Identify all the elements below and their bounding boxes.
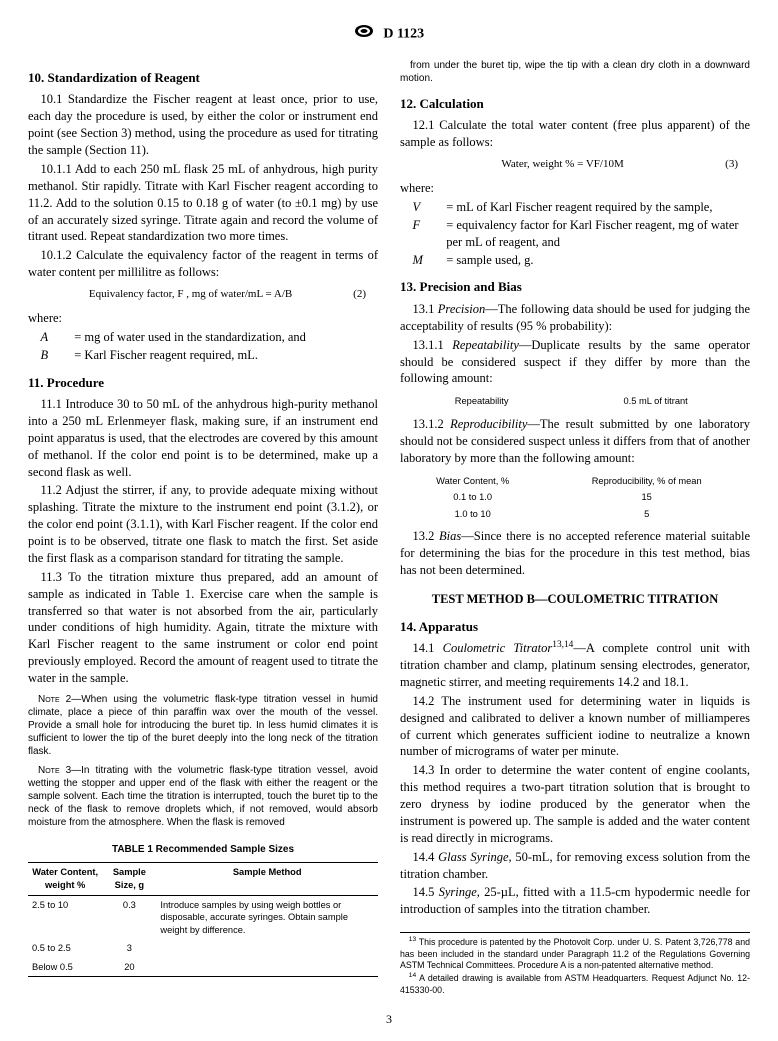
t1-r0c1: 0.3 [102, 895, 156, 939]
where-B-eq [59, 347, 74, 364]
t1-h2: Sample Method [156, 863, 378, 895]
where-label-2: where: [28, 310, 378, 327]
where-F-txt: = equivalency factor for Karl Fischer re… [446, 217, 750, 251]
t1-r2c2 [156, 958, 378, 977]
where-M-txt: = sample used, g. [446, 252, 750, 269]
note-3: Note 3—In titrating with the volumetric … [28, 764, 378, 829]
t1-r2c1: 20 [102, 958, 156, 977]
where-A-sym: A [41, 329, 60, 346]
eqn3-num: (3) [725, 157, 738, 172]
t1-r1c1: 3 [102, 939, 156, 958]
section-10-heading: 10. Standardization of Reagent [28, 69, 378, 87]
section-14-heading: 14. Apparatus [400, 618, 750, 636]
p-12-1: 12.1 Calculate the total water content (… [400, 117, 750, 151]
where-A-txt: = mg of water used in the standardizatio… [74, 329, 378, 346]
t1-h0: Water Content, weight % [28, 863, 102, 895]
p-14-2: 14.2 The instrument used for determining… [400, 693, 750, 761]
doc-header: D 1123 [28, 24, 750, 45]
rep-c1: Repeatability [402, 394, 561, 409]
note-3-continued: from under the buret tip, wipe the tip w… [400, 59, 750, 85]
section-12-heading: 12. Calculation [400, 95, 750, 113]
note-2-text: 2—When using the volumetric flask-type t… [28, 694, 378, 757]
note-3-text: 3—In titrating with the volumetric flask… [28, 765, 378, 828]
where-V-sym: V [413, 199, 432, 216]
repro-r1c1: 0.1 to 1.0 [402, 490, 543, 505]
footnote-13: 13 This procedure is patented by the Pho… [400, 937, 750, 971]
where-F-sym: F [413, 217, 432, 251]
repro-r2c1: 1.0 to 10 [402, 507, 543, 522]
astm-logo-icon [354, 24, 374, 45]
where-M-sym: M [413, 252, 432, 269]
footnote-14: 14 A detailed drawing is available from … [400, 973, 750, 996]
p-10-1-1: 10.1.1 Add to each 250 mL flask 25 mL of… [28, 161, 378, 245]
where-M: M = sample used, g. [413, 252, 751, 269]
table-1: TABLE 1 Recommended Sample Sizes Water C… [28, 843, 378, 977]
where-label-3: where: [400, 180, 750, 197]
p-14-4: 14.4 Glass Syringe, 50-mL, for removing … [400, 849, 750, 883]
t1-r0c0: 2.5 to 10 [28, 895, 102, 939]
where-F: F = equivalency factor for Karl Fischer … [413, 217, 751, 251]
section-11-heading: 11. Procedure [28, 374, 378, 392]
repro-r2c2: 5 [545, 507, 748, 522]
where-B: B = Karl Fischer reagent required, mL. [41, 347, 379, 364]
where-A: A = mg of water used in the standardizat… [41, 329, 379, 346]
repro-h1: Water Content, % [402, 474, 543, 489]
repeatability-table: Repeatability0.5 mL of titrant [400, 392, 750, 411]
table-row: Below 0.5 20 [28, 958, 378, 977]
rep-c2: 0.5 mL of titrant [563, 394, 748, 409]
t1-h1: Sample Size, g [102, 863, 156, 895]
where-A-eq [59, 329, 74, 346]
section-13-heading: 13. Precision and Bias [400, 278, 750, 296]
t1-r0c2: Introduce samples by using weigh bottles… [156, 895, 378, 939]
reproducibility-table: Water Content, %Reproducibility, % of me… [400, 472, 750, 524]
repro-r1c2: 15 [545, 490, 748, 505]
t1-r2c0: Below 0.5 [28, 958, 102, 977]
p-14-5: 14.5 Syringe, 25-µL, fitted with a 11.5-… [400, 884, 750, 918]
note-2: Note 2—When using the volumetric flask-t… [28, 693, 378, 758]
p-11-2: 11.2 Adjust the stirrer, if any, to prov… [28, 482, 378, 566]
table-row: 2.5 to 10 0.3 Introduce samples by using… [28, 895, 378, 939]
p-11-1: 11.1 Introduce 30 to 50 mL of the anhydr… [28, 396, 378, 480]
where-B-txt: = Karl Fischer reagent required, mL. [74, 347, 378, 364]
where-B-sym: B [41, 347, 60, 364]
p-14-3: 14.3 In order to determine the water con… [400, 762, 750, 846]
method-b-banner: TEST METHOD B—COULOMETRIC TITRATION [400, 591, 750, 608]
equation-3: Water, weight % = VF/10M (3) [400, 157, 750, 172]
p-13-1: 13.1 Precision—The following data should… [400, 301, 750, 335]
p-10-1: 10.1 Standardize the Fischer reagent at … [28, 91, 378, 159]
p-13-2: 13.2 Bias—Since there is no accepted ref… [400, 528, 750, 579]
table-1-body: Water Content, weight % Sample Size, g S… [28, 862, 378, 977]
p-13-1-1: 13.1.1 Repeatability—Duplicate results b… [400, 337, 750, 388]
p-10-1-2: 10.1.2 Calculate the equivalency factor … [28, 247, 378, 281]
eqn2-num: (2) [353, 287, 366, 302]
repro-h2: Reproducibility, % of mean [545, 474, 748, 489]
eqn3-text: Water, weight % = VF/10M [501, 158, 623, 170]
where-V: V = mL of Karl Fischer reagent required … [413, 199, 751, 216]
page-number: 3 [0, 1011, 778, 1027]
footnotes: 13 This procedure is patented by the Pho… [400, 932, 750, 996]
t1-r1c2 [156, 939, 378, 958]
p-11-3: 11.3 To the titration mixture thus prepa… [28, 569, 378, 687]
where-V-txt: = mL of Karl Fischer reagent required by… [446, 199, 750, 216]
doc-designation: D 1123 [383, 27, 424, 42]
t1-r1c0: 0.5 to 2.5 [28, 939, 102, 958]
table-1-title: TABLE 1 Recommended Sample Sizes [28, 843, 378, 857]
p-13-1-2: 13.1.2 Reproducibility—The result submit… [400, 416, 750, 467]
table-1-head-row: Water Content, weight % Sample Size, g S… [28, 863, 378, 895]
eqn2-text: Equivalency factor, F , mg of water/mL =… [89, 288, 292, 300]
table-row: 0.5 to 2.5 3 [28, 939, 378, 958]
p-14-1: 14.1 Coulometric Titrator13,14—A complet… [400, 640, 750, 691]
equation-2: Equivalency factor, F , mg of water/mL =… [28, 287, 378, 302]
page-columns: 10. Standardization of Reagent 10.1 Stan… [28, 59, 750, 996]
